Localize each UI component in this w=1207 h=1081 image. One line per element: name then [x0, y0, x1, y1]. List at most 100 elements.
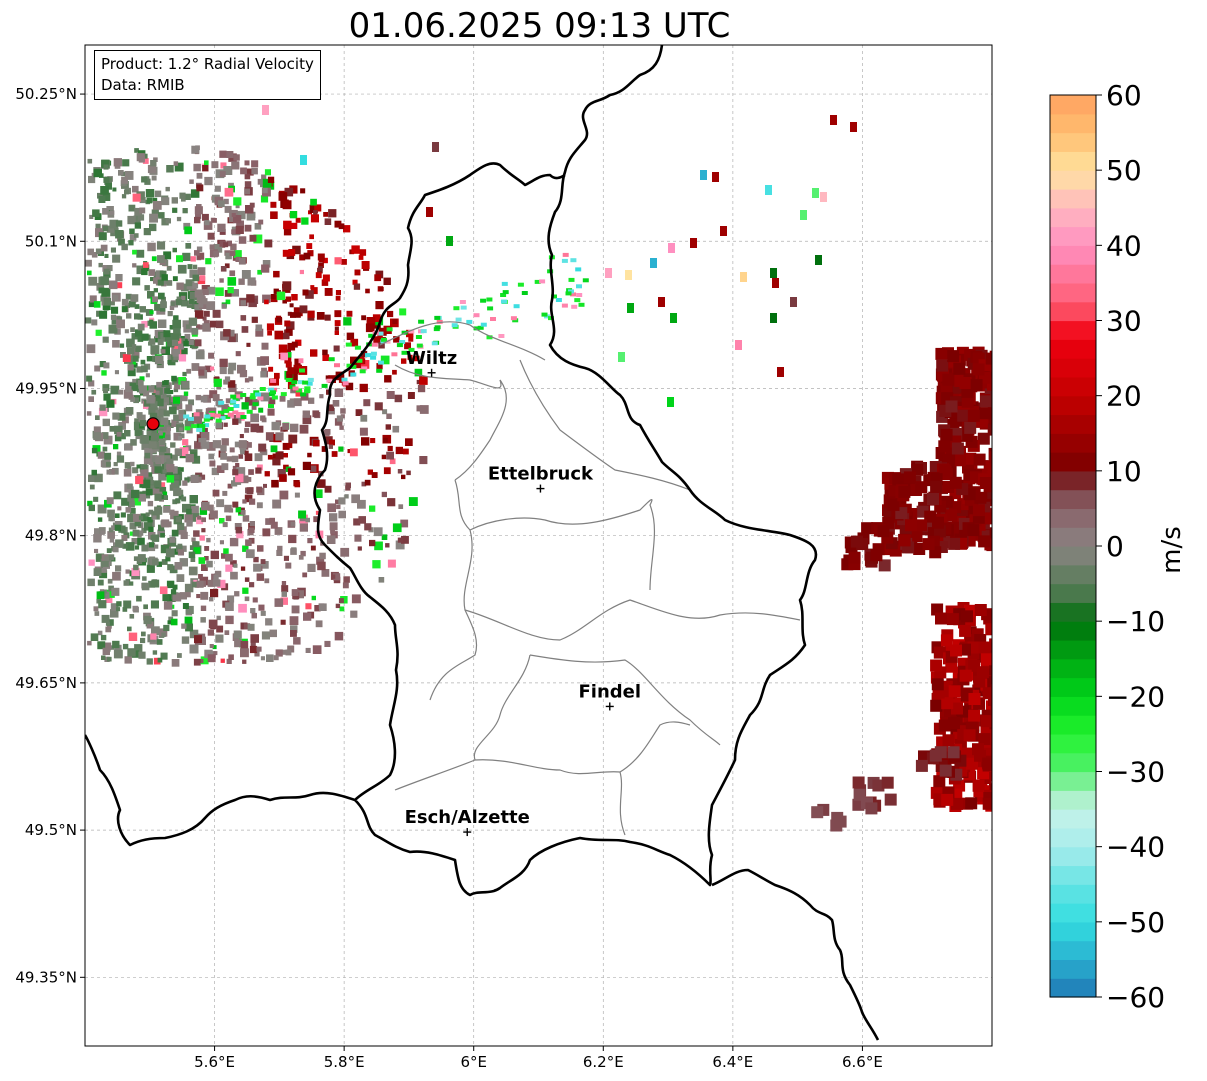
echo-cell — [159, 427, 165, 433]
echo-cell — [289, 211, 298, 219]
echo-cell — [964, 421, 977, 434]
echo-cell — [91, 252, 98, 258]
echo-cell — [287, 311, 292, 316]
echo-cell — [253, 234, 263, 244]
echo-cell — [149, 321, 157, 329]
echo-cell — [186, 520, 193, 527]
echo-cell — [982, 759, 992, 772]
echo-cell — [350, 338, 359, 347]
echo-cell — [200, 617, 206, 623]
echo-cell — [310, 198, 317, 206]
echo-cell — [288, 249, 296, 256]
echo-cell — [195, 212, 202, 219]
echo-cell — [870, 549, 883, 562]
echo-cell — [268, 397, 276, 405]
echo-cell — [359, 427, 368, 436]
echo-cell — [213, 651, 218, 656]
echo-cell — [417, 384, 426, 393]
echo-cell — [132, 355, 139, 362]
echo-cell — [261, 631, 270, 640]
echo-cell — [933, 646, 946, 659]
echo-cell — [303, 612, 312, 621]
canton-line — [529, 654, 721, 746]
echo-cell — [195, 476, 202, 483]
echo-cell — [541, 312, 548, 317]
echo-cell — [299, 254, 306, 261]
echo-cell — [89, 484, 95, 490]
echo-cell — [972, 363, 985, 376]
echo-cell — [930, 699, 943, 712]
echo-cell — [182, 603, 189, 609]
colorbar-segment — [1050, 978, 1096, 998]
echo-cell — [309, 204, 318, 213]
echo-cell — [239, 434, 244, 439]
echo-cell — [555, 298, 562, 302]
colorbar-tick-label: 60 — [1106, 79, 1142, 112]
echo-cell — [207, 629, 214, 636]
echo-cell — [242, 499, 247, 504]
echo-cell — [128, 491, 134, 497]
echo-cell — [110, 609, 119, 618]
echo-cell — [262, 528, 271, 537]
echo-cell — [386, 451, 394, 460]
echo-cell — [289, 303, 294, 308]
echo-cell — [232, 469, 239, 476]
echo-cell — [190, 557, 196, 562]
echo-cell — [260, 356, 269, 365]
echo-cell — [898, 485, 911, 498]
echo-cell — [227, 407, 234, 411]
echo-cell — [884, 793, 897, 806]
echo-cell — [228, 508, 234, 513]
echo-cell — [209, 460, 216, 467]
echo-cell — [151, 256, 157, 262]
echo-cell — [568, 277, 575, 282]
colorbar-segment — [1050, 583, 1096, 603]
echo-cell — [279, 395, 286, 402]
echo-cell — [192, 581, 198, 588]
echo-cell — [134, 418, 139, 423]
echo-cell — [203, 423, 210, 428]
echo-cell — [129, 228, 135, 234]
echo-cell — [987, 676, 992, 689]
echo-cell — [990, 702, 992, 715]
echo-cell — [935, 612, 947, 625]
echo-cell — [274, 372, 280, 379]
echo-cell — [285, 378, 292, 382]
echo-cell — [204, 176, 213, 186]
echo-cell — [192, 541, 200, 549]
echo-cell — [172, 333, 180, 341]
echo-cell — [303, 252, 311, 260]
echo-cell — [155, 270, 164, 279]
echo-cell — [974, 491, 987, 504]
echo-cell — [201, 517, 206, 523]
radar-site-dot — [146, 417, 160, 431]
echo-cell — [401, 535, 409, 544]
echo-cell — [300, 392, 309, 401]
echo-cell — [959, 377, 972, 389]
echo-cell — [130, 397, 135, 402]
echo-cell — [199, 507, 208, 515]
echo-cell — [260, 195, 269, 203]
echo-cell — [392, 523, 402, 533]
echo-cell — [258, 219, 264, 225]
echo-cell — [172, 247, 177, 253]
echo-cell — [212, 645, 217, 650]
echo-cell — [290, 521, 296, 527]
echo-cell — [984, 512, 992, 525]
echo-cell — [102, 192, 111, 201]
echo-cell — [178, 354, 187, 362]
echo-cell — [233, 563, 238, 568]
echo-cell — [316, 556, 325, 565]
echo-cell — [123, 469, 132, 477]
echo-cell — [196, 427, 203, 432]
echo-cell — [184, 583, 194, 593]
echo-cell — [419, 376, 428, 385]
echo-cell — [182, 480, 188, 486]
echo-cell — [336, 504, 341, 510]
echo-cell — [189, 179, 194, 184]
echo-cell — [166, 280, 173, 286]
echo-cell — [132, 193, 141, 202]
echo-cell — [164, 434, 171, 441]
echo-cell — [366, 317, 376, 326]
echo-cell — [278, 344, 288, 353]
